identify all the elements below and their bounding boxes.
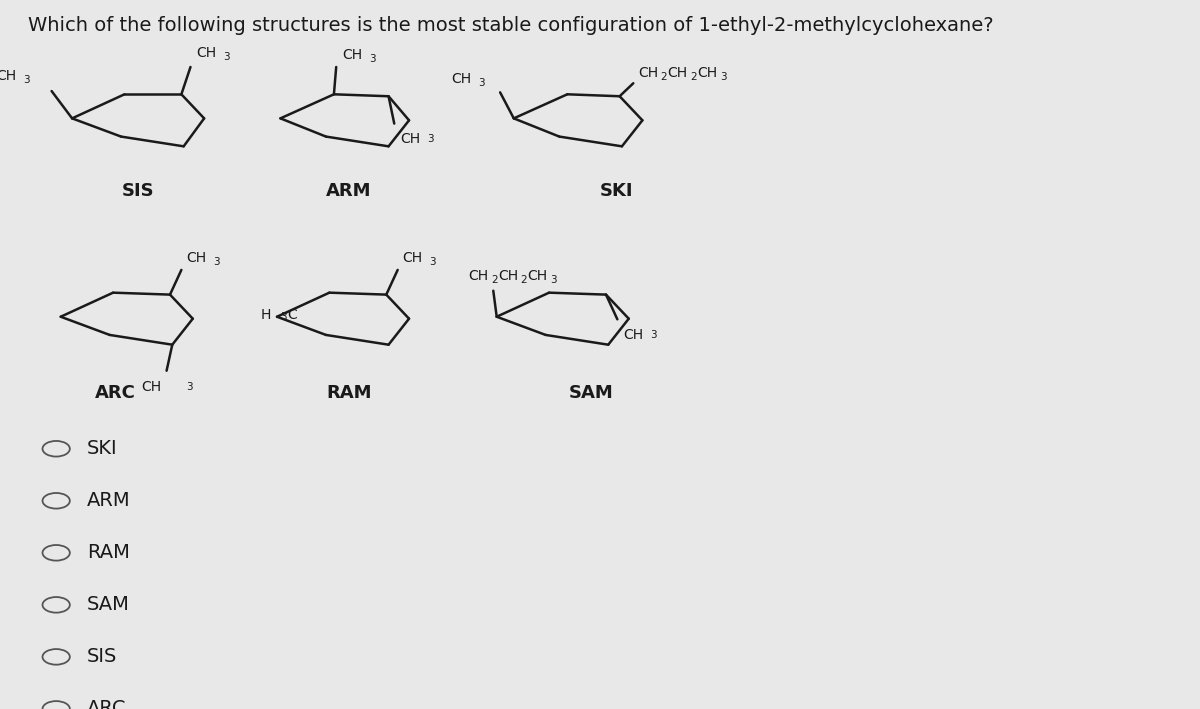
- Text: RAM: RAM: [86, 543, 130, 562]
- Text: 2: 2: [521, 275, 527, 285]
- Text: 3: 3: [427, 134, 434, 144]
- Text: Which of the following structures is the most stable configuration of 1-ethyl-2-: Which of the following structures is the…: [28, 16, 994, 35]
- Text: ARM: ARM: [326, 182, 372, 200]
- Text: CH: CH: [498, 269, 518, 283]
- Text: 3: 3: [551, 275, 557, 285]
- Text: ARC: ARC: [95, 384, 136, 402]
- Text: CH: CH: [402, 251, 422, 264]
- Text: 3: 3: [650, 330, 658, 340]
- Text: CH: CH: [140, 381, 161, 394]
- Text: 3: 3: [430, 257, 436, 267]
- Text: 2: 2: [690, 72, 697, 82]
- Text: SAM: SAM: [86, 596, 130, 614]
- Text: 3: 3: [720, 72, 726, 82]
- Text: ARM: ARM: [86, 491, 131, 510]
- Text: H: H: [260, 308, 271, 323]
- Text: CH: CH: [0, 69, 16, 82]
- Text: ARC: ARC: [86, 699, 126, 709]
- Text: 3: 3: [479, 78, 485, 88]
- Text: CH: CH: [342, 48, 362, 62]
- Text: 2: 2: [491, 275, 498, 285]
- Text: SKI: SKI: [600, 182, 632, 200]
- Text: C: C: [287, 308, 296, 323]
- Text: SKI: SKI: [86, 440, 118, 458]
- Text: SIS: SIS: [86, 647, 118, 666]
- Text: CH: CH: [667, 66, 688, 80]
- Text: SAM: SAM: [569, 384, 613, 402]
- Text: 3: 3: [281, 313, 287, 323]
- Text: CH: CH: [451, 72, 472, 86]
- Text: 3: 3: [223, 52, 230, 62]
- Text: CH: CH: [468, 269, 488, 283]
- Text: SIS: SIS: [122, 182, 155, 200]
- Text: CH: CH: [638, 66, 658, 80]
- Text: 3: 3: [186, 382, 192, 392]
- Text: 3: 3: [23, 74, 30, 84]
- Text: RAM: RAM: [326, 384, 372, 402]
- Text: CH: CH: [400, 132, 420, 146]
- Text: 3: 3: [370, 54, 376, 64]
- Text: 3: 3: [214, 257, 220, 267]
- Text: CH: CH: [186, 251, 206, 264]
- Text: 2: 2: [661, 72, 667, 82]
- Text: CH: CH: [623, 328, 643, 342]
- Text: CH: CH: [196, 47, 216, 60]
- Text: CH: CH: [697, 66, 718, 80]
- Text: CH: CH: [528, 269, 547, 283]
